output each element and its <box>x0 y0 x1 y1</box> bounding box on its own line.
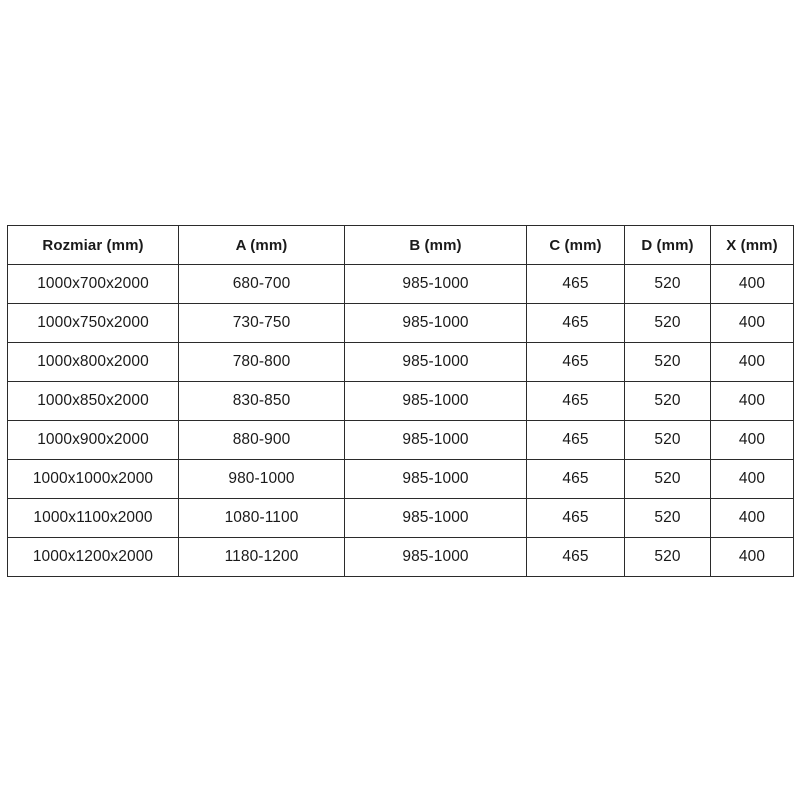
cell-x: 400 <box>710 381 794 421</box>
cell-a: 830-850 <box>178 381 345 421</box>
cell-b: 985-1000 <box>344 498 527 538</box>
cell-size: 1000x900x2000 <box>7 420 179 460</box>
cell-size: 1000x750x2000 <box>7 303 179 343</box>
cell-x: 400 <box>710 420 794 460</box>
cell-size: 1000x1000x2000 <box>7 459 179 499</box>
cell-b: 985-1000 <box>344 342 527 382</box>
cell-d: 520 <box>624 264 711 304</box>
dimensions-table-container: Rozmiar (mm) A (mm) B (mm) C (mm) D (mm) X (m… <box>7 225 794 577</box>
table-header-row: Rozmiar (mm) A (mm) B (mm) C (mm) D (mm) X (m… <box>7 225 794 265</box>
dimensions-table: Rozmiar (mm) A (mm) B (mm) C (mm) D (mm) X (m… <box>7 225 794 577</box>
table-row: 1000x1200x2000 1180-1200 985-1000 465 520 400 <box>7 537 794 577</box>
cell-c: 465 <box>526 537 625 577</box>
cell-b: 985-1000 <box>344 420 527 460</box>
cell-size: 1000x1200x2000 <box>7 537 179 577</box>
cell-c: 465 <box>526 420 625 460</box>
table-row: 1000x700x2000 680-700 985-1000 465 520 400 <box>7 264 794 304</box>
cell-d: 520 <box>624 498 711 538</box>
cell-d: 520 <box>624 459 711 499</box>
table-row: 1000x850x2000 830-850 985-1000 465 520 400 <box>7 381 794 421</box>
column-header-b: B (mm) <box>344 225 527 265</box>
column-header-c: C (mm) <box>526 225 625 265</box>
table-row: 1000x1100x2000 1080-1100 985-1000 465 520 400 <box>7 498 794 538</box>
cell-c: 465 <box>526 264 625 304</box>
cell-b: 985-1000 <box>344 303 527 343</box>
cell-x: 400 <box>710 264 794 304</box>
cell-b: 985-1000 <box>344 459 527 499</box>
cell-d: 520 <box>624 303 711 343</box>
cell-a: 1180-1200 <box>178 537 345 577</box>
cell-x: 400 <box>710 498 794 538</box>
cell-x: 400 <box>710 537 794 577</box>
cell-b: 985-1000 <box>344 264 527 304</box>
table-row: 1000x800x2000 780-800 985-1000 465 520 400 <box>7 342 794 382</box>
cell-c: 465 <box>526 342 625 382</box>
cell-size: 1000x1100x2000 <box>7 498 179 538</box>
column-header-d: D (mm) <box>624 225 711 265</box>
cell-a: 880-900 <box>178 420 345 460</box>
cell-a: 1080-1100 <box>178 498 345 538</box>
cell-c: 465 <box>526 459 625 499</box>
cell-c: 465 <box>526 498 625 538</box>
cell-size: 1000x800x2000 <box>7 342 179 382</box>
table-row: 1000x750x2000 730-750 985-1000 465 520 400 <box>7 303 794 343</box>
cell-size: 1000x700x2000 <box>7 264 179 304</box>
cell-x: 400 <box>710 303 794 343</box>
cell-b: 985-1000 <box>344 381 527 421</box>
table-row: 1000x900x2000 880-900 985-1000 465 520 400 <box>7 420 794 460</box>
table-header: Rozmiar (mm) A (mm) B (mm) C (mm) D (mm) X (m… <box>7 225 794 265</box>
column-header-size: Rozmiar (mm) <box>7 225 179 265</box>
cell-x: 400 <box>710 459 794 499</box>
cell-a: 980-1000 <box>178 459 345 499</box>
cell-b: 985-1000 <box>344 537 527 577</box>
column-header-x: X (mm) <box>710 225 794 265</box>
cell-c: 465 <box>526 303 625 343</box>
cell-d: 520 <box>624 537 711 577</box>
column-header-a: A (mm) <box>178 225 345 265</box>
cell-d: 520 <box>624 381 711 421</box>
cell-d: 520 <box>624 342 711 382</box>
cell-a: 680-700 <box>178 264 345 304</box>
table-body: 1000x700x2000 680-700 985-1000 465 520 400 100… <box>7 264 794 577</box>
table-row: 1000x1000x2000 980-1000 985-1000 465 520 400 <box>7 459 794 499</box>
cell-a: 730-750 <box>178 303 345 343</box>
cell-size: 1000x850x2000 <box>7 381 179 421</box>
cell-d: 520 <box>624 420 711 460</box>
cell-x: 400 <box>710 342 794 382</box>
cell-c: 465 <box>526 381 625 421</box>
cell-a: 780-800 <box>178 342 345 382</box>
